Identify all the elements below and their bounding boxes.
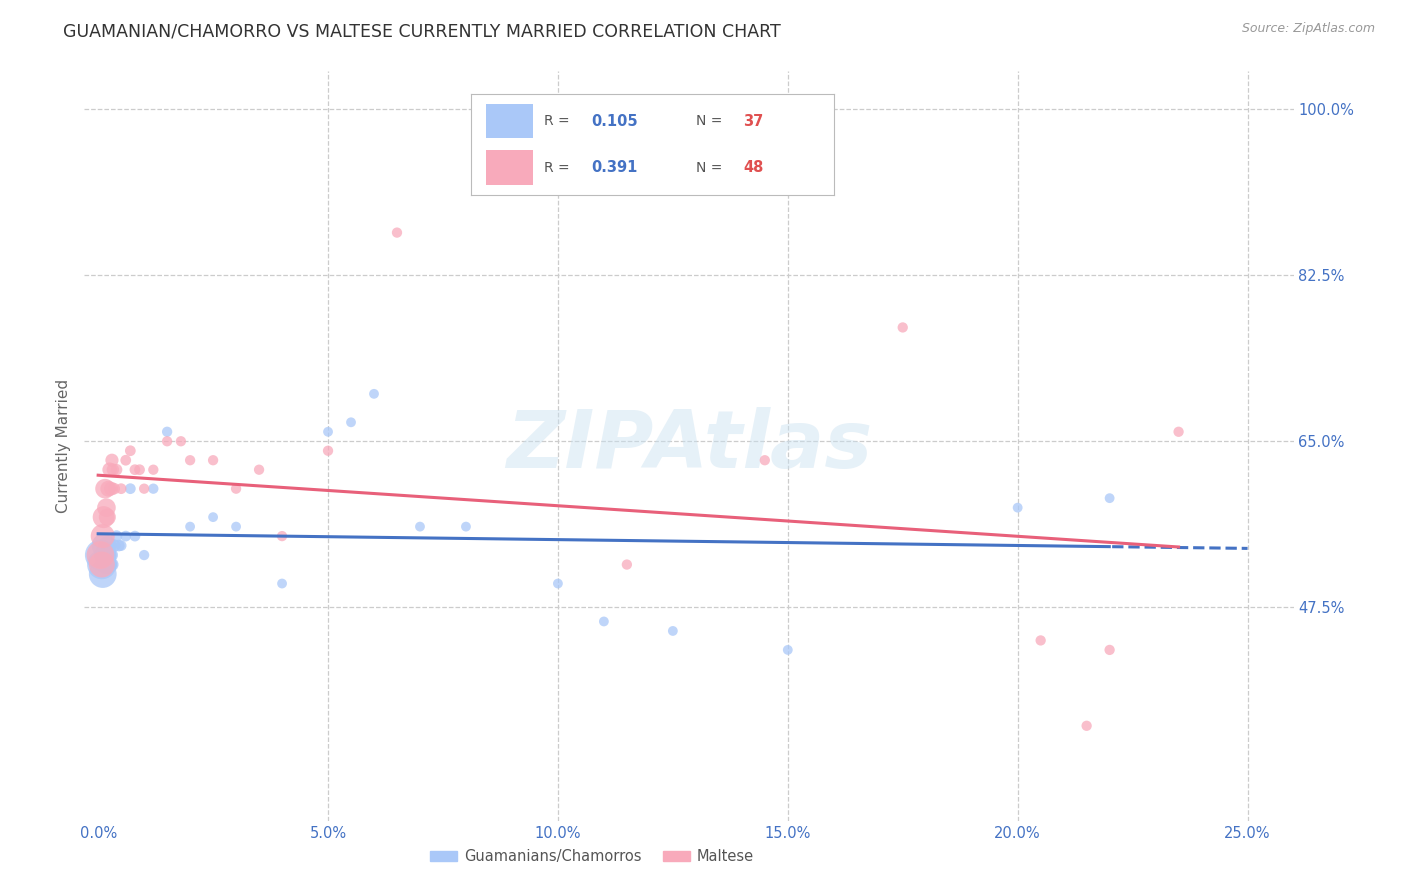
Point <box>105 463 128 477</box>
Point <box>1098 491 1121 505</box>
Point <box>93 539 115 553</box>
Point <box>97 548 120 562</box>
Point <box>124 463 146 477</box>
Point <box>179 453 201 467</box>
Point <box>103 482 125 496</box>
Text: ZIPAtlas: ZIPAtlas <box>506 407 872 485</box>
Point <box>225 482 247 496</box>
Point <box>363 387 385 401</box>
Point <box>225 519 247 533</box>
Point <box>96 510 118 524</box>
Point <box>110 539 132 553</box>
Point <box>96 500 118 515</box>
Text: GUAMANIAN/CHAMORRO VS MALTESE CURRENTLY MARRIED CORRELATION CHART: GUAMANIAN/CHAMORRO VS MALTESE CURRENTLY … <box>63 22 780 40</box>
Point <box>110 482 132 496</box>
Y-axis label: Currently Married: Currently Married <box>56 379 72 513</box>
Point <box>1029 633 1052 648</box>
Point <box>1076 719 1098 733</box>
Point <box>108 539 131 553</box>
Point <box>202 510 225 524</box>
Point <box>385 226 408 240</box>
Point <box>776 643 799 657</box>
Point <box>662 624 685 638</box>
Point <box>316 425 339 439</box>
Legend: Guamanians/Chamorros, Maltese: Guamanians/Chamorros, Maltese <box>425 843 759 870</box>
Point <box>120 443 142 458</box>
Point <box>134 548 156 562</box>
Point <box>247 463 270 477</box>
Point <box>128 463 150 477</box>
Text: Source: ZipAtlas.com: Source: ZipAtlas.com <box>1241 22 1375 36</box>
Point <box>142 463 165 477</box>
Point <box>340 415 363 429</box>
Point <box>91 529 114 543</box>
Point <box>101 463 124 477</box>
Point <box>114 529 136 543</box>
Point <box>105 529 128 543</box>
Point <box>409 519 432 533</box>
Point <box>170 434 193 449</box>
Point <box>91 567 114 582</box>
Point <box>271 576 294 591</box>
Point <box>90 558 112 572</box>
Point <box>120 482 142 496</box>
Point <box>124 529 146 543</box>
Point <box>94 548 117 562</box>
Point <box>616 558 638 572</box>
Point <box>1098 643 1121 657</box>
Point <box>98 463 121 477</box>
Point <box>93 510 115 524</box>
Point <box>316 443 339 458</box>
Point <box>1007 500 1029 515</box>
Point <box>96 539 118 553</box>
Point <box>103 539 125 553</box>
Point <box>89 548 111 562</box>
Point <box>202 453 225 467</box>
Point <box>271 529 294 543</box>
Point <box>100 548 122 562</box>
Point <box>100 482 122 496</box>
Point <box>96 558 118 572</box>
Point <box>89 548 111 562</box>
Point <box>593 615 616 629</box>
Point <box>97 482 120 496</box>
Point <box>114 453 136 467</box>
Point <box>101 558 124 572</box>
Point <box>101 453 124 467</box>
Point <box>1167 425 1189 439</box>
Point <box>179 519 201 533</box>
Point <box>90 558 112 572</box>
Point <box>142 482 165 496</box>
Point <box>98 558 121 572</box>
Point <box>891 320 914 334</box>
Point <box>754 453 776 467</box>
Point <box>454 519 477 533</box>
Point <box>547 576 569 591</box>
Point <box>94 482 117 496</box>
Point <box>134 482 156 496</box>
Point <box>156 425 179 439</box>
Point <box>156 434 179 449</box>
